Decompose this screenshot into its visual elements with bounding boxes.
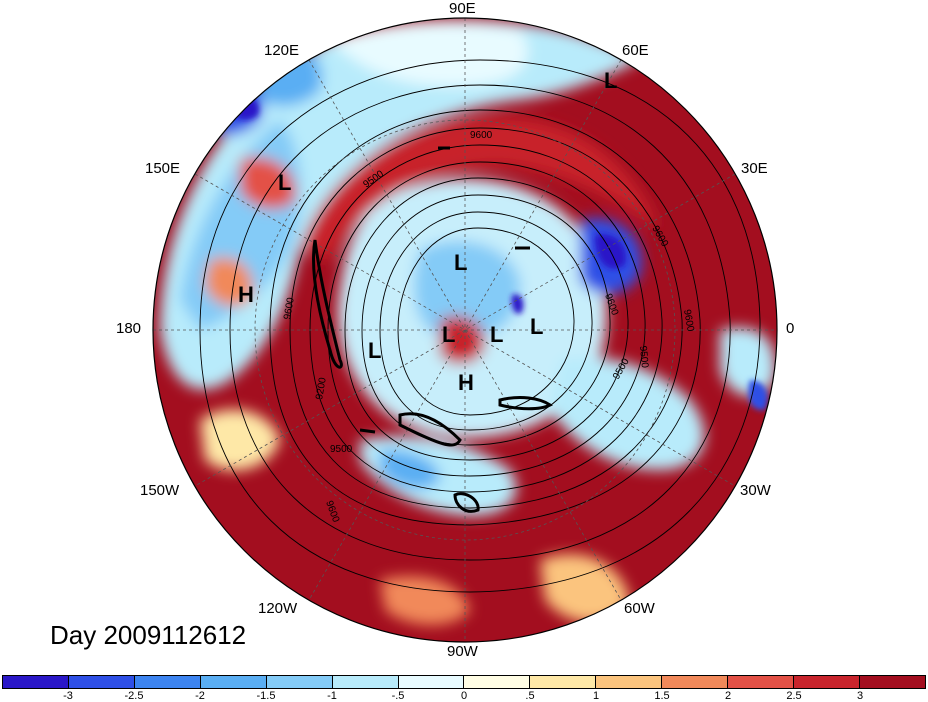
anomaly-field xyxy=(153,18,777,642)
colorbar-tick-label: -.5 xyxy=(391,690,405,702)
longitude-label-150e: 150E xyxy=(145,160,181,177)
longitude-label-120e: 120E xyxy=(264,42,300,59)
high-center-marker: H xyxy=(458,370,474,395)
contour-label: 9500 xyxy=(637,345,650,369)
colorbar-swatch xyxy=(398,676,465,688)
longitude-label-150w: 150W xyxy=(140,482,180,499)
colorbar-swatch xyxy=(332,676,399,688)
colorbar-tick-label: 2.5 xyxy=(786,690,802,702)
low-center-marker: L xyxy=(278,170,291,195)
colorbar-tick-label: -2 xyxy=(195,690,205,702)
colorbar-tick-label: 0 xyxy=(460,690,468,702)
contour-label: 9600 xyxy=(282,296,297,320)
low-center-marker: L xyxy=(490,322,503,347)
colorbar xyxy=(2,675,926,689)
longitude-label-30w: 30W xyxy=(740,482,771,499)
longitude-label-30e: 30E xyxy=(741,160,768,177)
colorbar-swatch xyxy=(3,676,69,688)
geopotential-contours xyxy=(199,59,761,593)
low-center-marker: L xyxy=(368,338,381,363)
contour-label: 9500 xyxy=(330,444,353,455)
contour-label: 9600 xyxy=(681,309,696,333)
colorbar-tick-label: 1.5 xyxy=(654,690,670,702)
longitude-label-60w: 60W xyxy=(624,600,655,617)
colorbar-tick-label: -1 xyxy=(327,690,337,702)
longitude-label-0: 0 xyxy=(786,320,795,337)
longitude-label-60e: 60E xyxy=(622,42,649,59)
contour-label: 9600 xyxy=(470,130,493,141)
colorbar-tick-label: -1.5 xyxy=(256,690,276,702)
colorbar-swatch xyxy=(68,676,135,688)
colorbar-swatch xyxy=(200,676,267,688)
colorbar-tick-label: -3 xyxy=(63,690,73,702)
longitude-label-90w: 90W xyxy=(447,643,478,660)
map-title: Day 2009112612 xyxy=(50,620,247,650)
colorbar-swatch xyxy=(728,676,795,688)
high-center-marker: H xyxy=(238,282,254,307)
colorbar-swatch xyxy=(464,676,531,688)
colorbar-swatch xyxy=(596,676,663,688)
colorbar-tick-label: 3 xyxy=(856,690,864,702)
colorbar-swatch xyxy=(662,676,729,688)
colorbar-swatch xyxy=(266,676,333,688)
colorbar-swatch xyxy=(859,676,925,688)
longitude-label-120w: 120W xyxy=(258,600,298,617)
graticule xyxy=(153,18,777,642)
contour-label: 9200 xyxy=(314,376,329,400)
colorbar-tick-label: .5 xyxy=(525,690,535,702)
colorbar-tick-label: 1 xyxy=(592,690,600,702)
longitude-label-90e: 90E xyxy=(449,0,476,17)
low-center-marker: L xyxy=(442,322,455,347)
colorbar-tick-label: -2.5 xyxy=(124,690,144,702)
colorbar-swatch xyxy=(134,676,201,688)
longitude-label-180: 180 xyxy=(116,320,142,337)
low-center-marker: L xyxy=(530,314,543,339)
low-center-marker: L xyxy=(604,68,617,93)
low-center-marker: L xyxy=(454,250,467,275)
jet-contours xyxy=(312,146,553,513)
colorbar-swatch xyxy=(794,676,860,688)
colorbar-tick-label: 2 xyxy=(724,690,732,702)
colorbar-swatch xyxy=(530,676,597,688)
